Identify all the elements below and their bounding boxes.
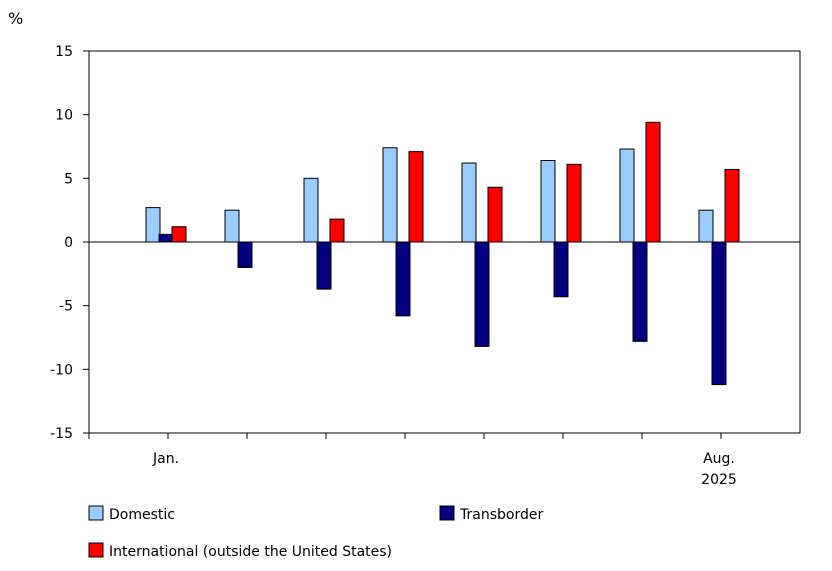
legend-label-international: International (outside the United States… <box>109 544 392 560</box>
bar-transborder-5 <box>474 241 490 347</box>
y-tick-label: -5 <box>59 299 73 315</box>
bar-domestic-4 <box>382 147 398 243</box>
bar-domestic-1 <box>145 207 161 243</box>
bar-domestic-8 <box>698 209 714 243</box>
x-axis: Jan. Aug. 2025 <box>88 433 737 488</box>
legend-swatch-international <box>88 542 104 558</box>
bar-international-3 <box>329 218 345 243</box>
legend: Domestic Transborder International (outsid… <box>88 505 543 560</box>
bar-international-7 <box>645 121 661 243</box>
bars <box>145 121 740 386</box>
bar-transborder-4 <box>395 241 411 317</box>
y-tick-label: 15 <box>55 44 73 60</box>
bar-transborder-7 <box>632 241 648 342</box>
bar-domestic-3 <box>303 177 319 243</box>
bar-transborder-1 <box>158 233 174 243</box>
y-unit-label: % <box>8 9 23 28</box>
bar-transborder-8 <box>711 241 727 386</box>
bar-international-4 <box>408 151 424 243</box>
bar-domestic-5 <box>461 162 477 243</box>
bar-domestic-2 <box>224 209 240 243</box>
bar-international-1 <box>171 226 187 243</box>
x-year-label: 2025 <box>701 472 737 488</box>
bar-domestic-7 <box>619 148 635 243</box>
bar-transborder-6 <box>553 241 569 298</box>
bar-domestic-6 <box>540 160 556 243</box>
y-tick-label: 10 <box>55 108 73 124</box>
y-axis: 15 10 5 0 -5 -10 -15 <box>50 44 89 442</box>
legend-label-transborder: Transborder <box>459 507 543 523</box>
legend-swatch-domestic <box>88 505 104 521</box>
bar-transborder-3 <box>316 241 332 290</box>
bar-transborder-2 <box>237 241 253 268</box>
x-tick-label: Aug. <box>703 451 735 467</box>
y-tick-label: -10 <box>50 362 73 378</box>
legend-label-domestic: Domestic <box>109 507 175 523</box>
bar-international-8 <box>724 168 740 243</box>
bar-international-5 <box>487 186 503 243</box>
y-tick-label: 0 <box>64 235 73 251</box>
x-tick-label: Jan. <box>152 451 179 467</box>
legend-swatch-transborder <box>439 505 455 521</box>
bar-international-6 <box>566 163 582 243</box>
y-tick-label: 5 <box>64 171 73 187</box>
y-tick-label: -15 <box>50 426 73 442</box>
